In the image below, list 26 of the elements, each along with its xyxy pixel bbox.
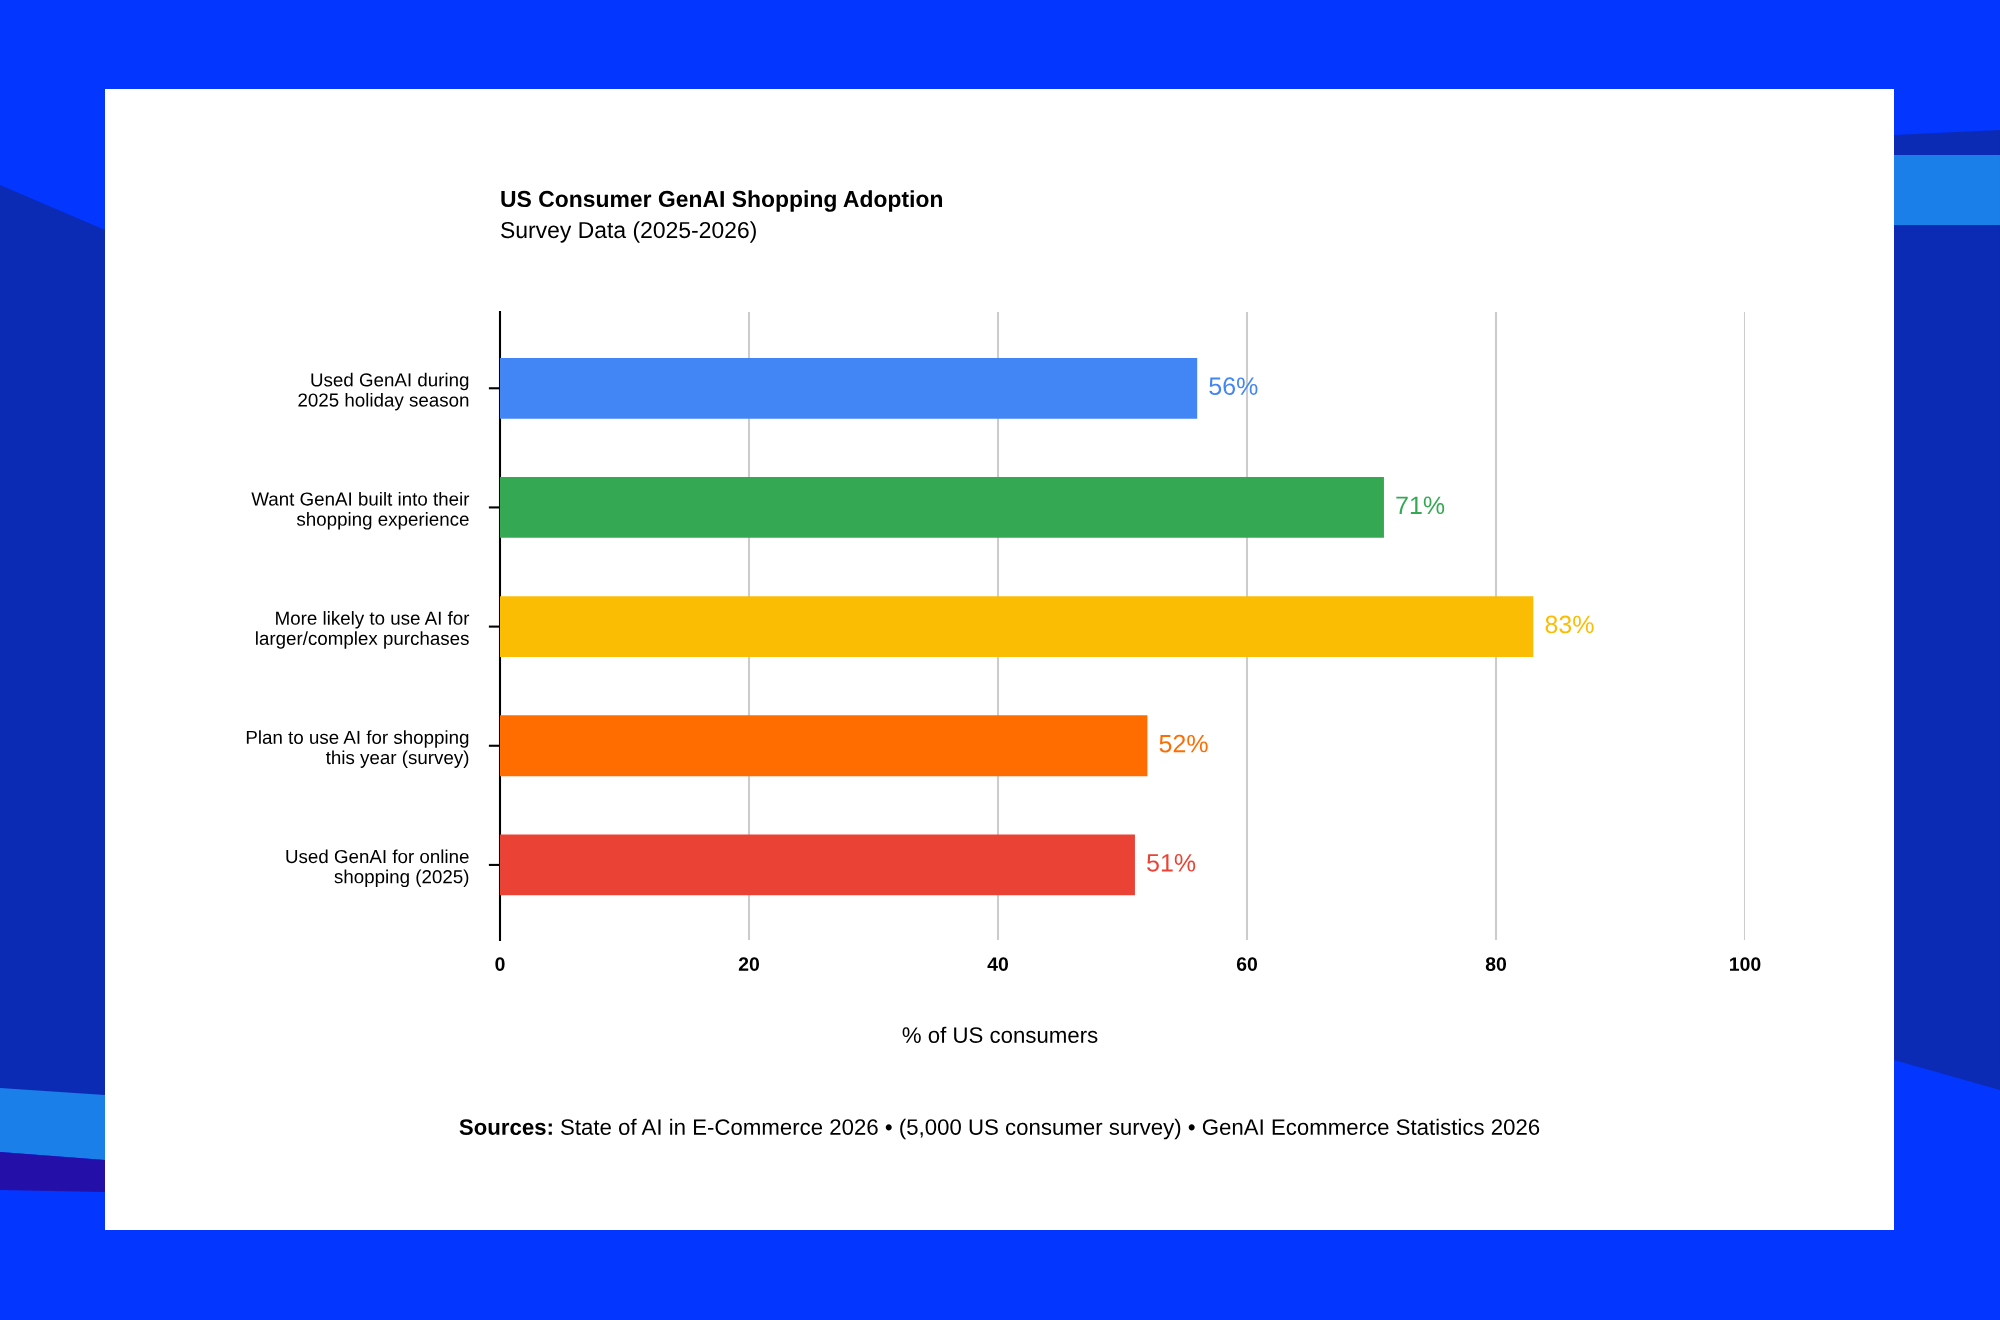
x-tick-label: 40	[987, 957, 1009, 971]
data-label: 51%	[1147, 854, 1196, 872]
data-label: 52%	[1159, 734, 1208, 753]
chart-title: US Consumer GenAI Shopping Adoption	[501, 190, 943, 212]
data-label: 83%	[1545, 615, 1594, 634]
bar	[500, 357, 1198, 419]
y-tick-label: Plan to use AI for shopping this year (survey)	[246, 730, 469, 768]
bar	[500, 477, 1384, 538]
data-label: 56%	[1209, 377, 1258, 395]
x-tick-label: 60	[1236, 957, 1258, 971]
x-tick-label: 100	[1730, 957, 1761, 971]
text: State of AI in E-Commerce 2026 • (5,000 US consumer survey) • GenAI Ecommerce Statistics 2026	[561, 1118, 1540, 1140]
bar	[500, 596, 1534, 657]
bar	[500, 715, 1148, 777]
bar	[500, 834, 1135, 896]
x-tick-label: 0	[495, 957, 505, 971]
x-axis-title: % of US consumers	[902, 1026, 1098, 1043]
source-note: Sources:	[459, 1119, 552, 1135]
data-label: 71%	[1396, 496, 1445, 515]
x-tick-label: 20	[738, 957, 760, 971]
y-tick-label: Used GenAI for online shopping (2025)	[286, 849, 469, 888]
chart-subtitle: Survey Data (2025-2026)	[501, 221, 756, 243]
y-tick-label: Used GenAI during 2025 holiday season	[298, 372, 469, 411]
y-tick-label: More likely to use AI for larger/complex purchases	[256, 611, 470, 649]
x-tick-label: 80	[1485, 957, 1507, 971]
y-tick-label: Want GenAI built into their shopping experience	[251, 491, 470, 530]
